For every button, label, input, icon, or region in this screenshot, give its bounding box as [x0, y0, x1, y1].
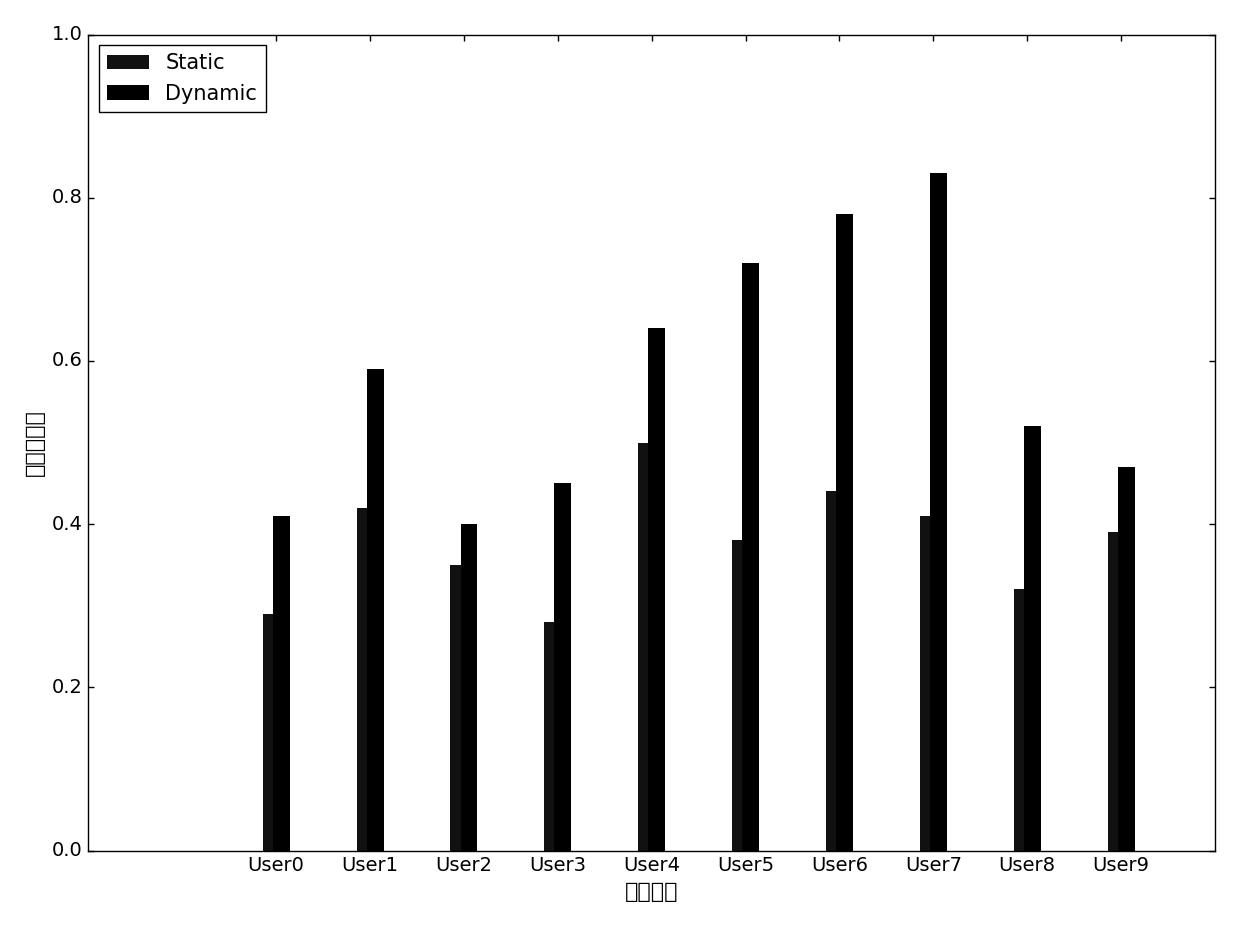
Bar: [367, 369, 383, 850]
Bar: [1024, 426, 1040, 850]
Bar: [357, 508, 373, 850]
Bar: [263, 614, 279, 850]
Bar: [743, 263, 759, 850]
Bar: [920, 516, 936, 850]
Y-axis label: 用户满意度: 用户满意度: [25, 409, 45, 476]
Bar: [639, 442, 655, 850]
Bar: [450, 565, 467, 850]
Bar: [554, 483, 572, 850]
Bar: [732, 540, 749, 850]
Bar: [1014, 590, 1030, 850]
Bar: [273, 516, 290, 850]
Bar: [460, 524, 477, 850]
Bar: [544, 622, 562, 850]
Bar: [1117, 467, 1135, 850]
Bar: [826, 491, 843, 850]
Bar: [649, 328, 665, 850]
Legend: Static, Dynamic: Static, Dynamic: [99, 44, 265, 112]
Bar: [836, 214, 853, 850]
Bar: [1107, 532, 1125, 850]
Bar: [930, 173, 947, 850]
X-axis label: 用户编号: 用户编号: [625, 882, 678, 902]
